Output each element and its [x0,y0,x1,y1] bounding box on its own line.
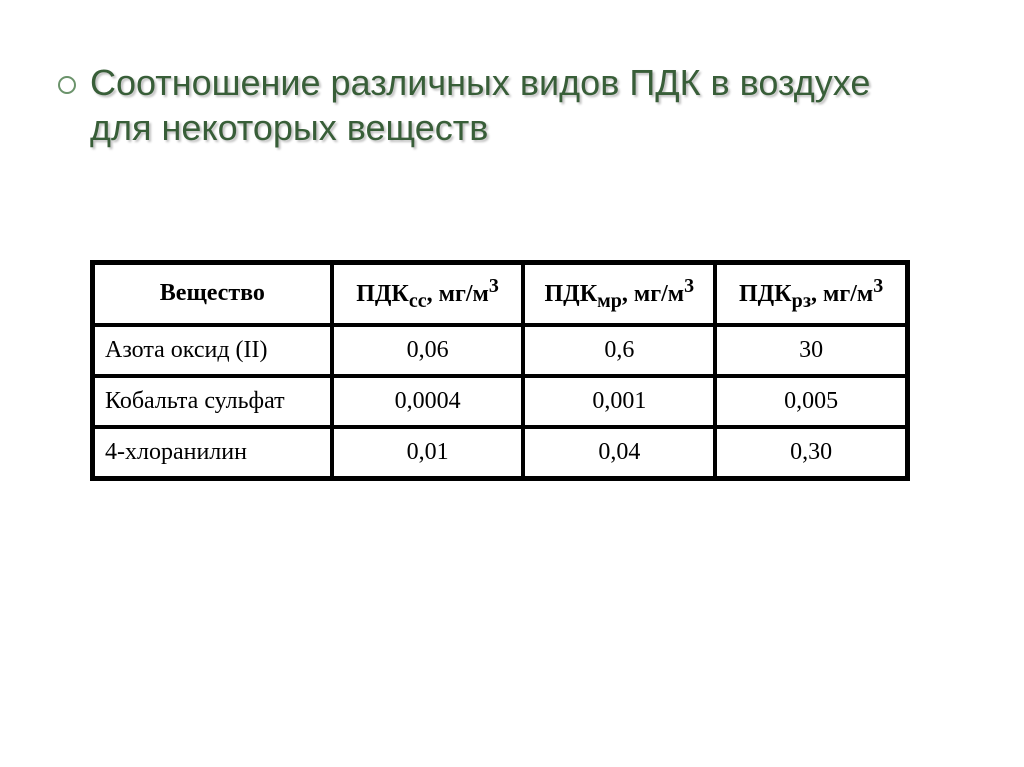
col-header-pdk-ss: ПДКсс, мг/м3 [332,263,524,325]
table-row: Кобальта сульфат 0,0004 0,001 0,005 [93,376,907,427]
table-row: Азота оксид (II) 0,06 0,6 30 [93,325,907,376]
cell-pdk-rz: 0,30 [715,427,907,478]
col-header-pdk-mr: ПДКмр, мг/м3 [523,263,715,325]
cell-pdk-rz: 30 [715,325,907,376]
slide: Соотношение различных видов ПДК в воздух… [0,0,1024,767]
pdk-table: Вещество ПДКсс, мг/м3 ПДКмр, мг/м3 ПДКрз… [90,260,910,481]
col-header-substance: Вещество [93,263,332,325]
table-header-row: Вещество ПДКсс, мг/м3 ПДКмр, мг/м3 ПДКрз… [93,263,907,325]
cell-pdk-mr: 0,001 [523,376,715,427]
cell-pdk-rz: 0,005 [715,376,907,427]
cell-substance: Азота оксид (II) [93,325,332,376]
cell-pdk-mr: 0,04 [523,427,715,478]
cell-substance: Кобальта сульфат [93,376,332,427]
col-header-pdk-rz: ПДКрз, мг/м3 [715,263,907,325]
cell-pdk-mr: 0,6 [523,325,715,376]
title-bullet-icon [58,76,76,94]
table-row: 4-хлоранилин 0,01 0,04 0,30 [93,427,907,478]
cell-substance: 4-хлоранилин [93,427,332,478]
cell-pdk-ss: 0,01 [332,427,524,478]
slide-title: Соотношение различных видов ПДК в воздух… [90,60,910,150]
cell-pdk-ss: 0,06 [332,325,524,376]
cell-pdk-ss: 0,0004 [332,376,524,427]
